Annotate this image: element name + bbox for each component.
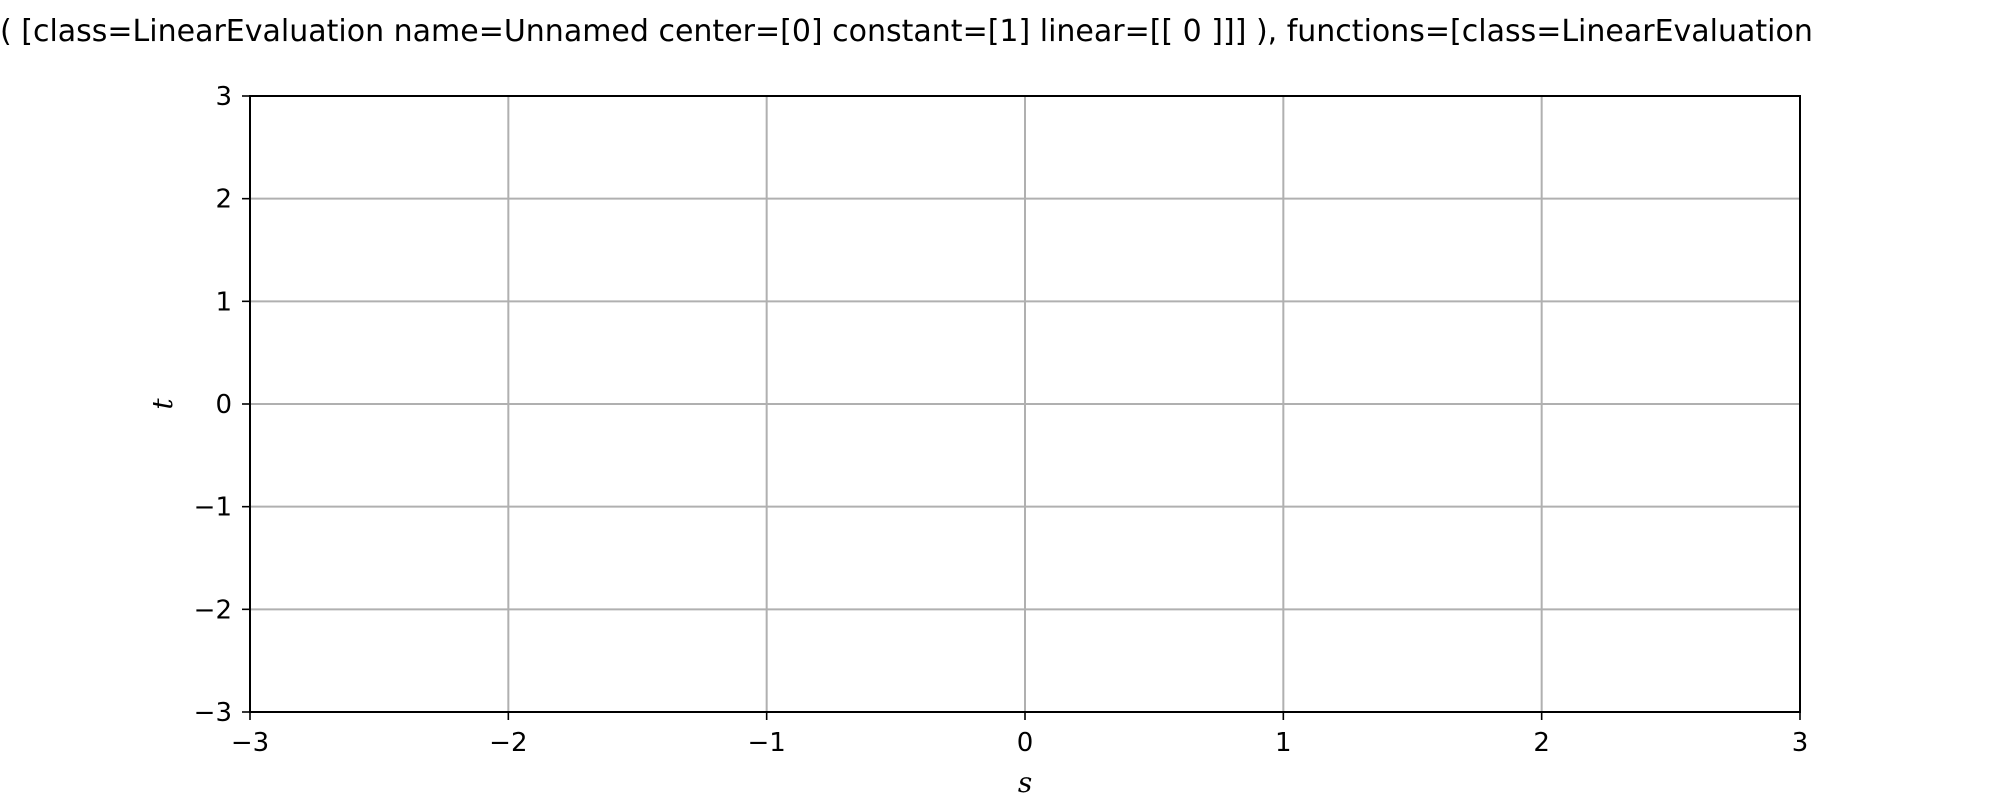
grid <box>249 95 1801 713</box>
x-tick-label: 0 <box>1017 728 1034 758</box>
y-axis-label: t <box>146 398 179 410</box>
x-tick-label: 2 <box>1533 728 1550 758</box>
y-tick-label: −2 <box>194 595 232 625</box>
y-tick-label: −3 <box>194 698 232 728</box>
ticks: −3 −2 −1 0 1 2 3 −3 −2 −1 0 1 2 3 <box>194 82 1809 758</box>
y-tick-label: 1 <box>215 287 232 317</box>
x-tick-label: 3 <box>1792 728 1809 758</box>
chart-title: ( [class=LinearEvaluation name=Unnamed c… <box>0 14 1813 49</box>
y-tick-label: 3 <box>215 82 232 112</box>
y-tick-label: −1 <box>194 493 232 523</box>
y-tick-label: 0 <box>215 390 232 420</box>
x-tick-label: −2 <box>489 728 527 758</box>
y-tick-label: 2 <box>215 185 232 215</box>
x-tick-label: −3 <box>231 728 269 758</box>
x-tick-label: 1 <box>1275 728 1292 758</box>
x-tick-label: −1 <box>748 728 786 758</box>
x-axis-label: s <box>1018 766 1032 799</box>
